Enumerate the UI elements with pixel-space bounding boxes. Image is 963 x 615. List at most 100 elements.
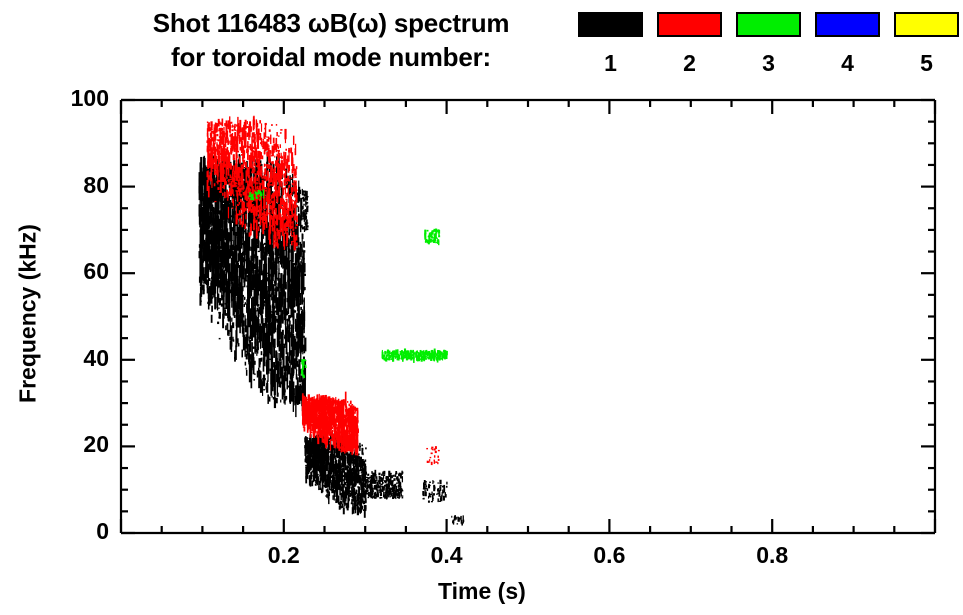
data-point	[329, 458, 332, 462]
data-point	[390, 472, 392, 475]
data-point	[329, 456, 332, 459]
data-point	[200, 231, 203, 241]
data-point	[257, 266, 259, 273]
data-point	[229, 336, 231, 341]
data-point	[334, 481, 337, 485]
data-point	[205, 177, 208, 179]
data-point	[254, 236, 257, 239]
data-point	[291, 222, 293, 224]
data-point	[292, 385, 295, 400]
data-point	[220, 303, 223, 307]
data-point	[236, 193, 239, 202]
data-point	[358, 475, 361, 484]
data-point	[263, 220, 266, 223]
data-point	[290, 290, 293, 294]
data-point	[363, 485, 366, 488]
data-point	[301, 243, 303, 249]
data-point	[306, 466, 309, 469]
data-point	[399, 485, 402, 489]
legend-item[interactable]: 5	[894, 12, 959, 75]
data-point	[377, 484, 380, 489]
data-point	[283, 200, 286, 204]
data-point	[241, 313, 244, 334]
data-point	[271, 145, 274, 157]
data-point	[292, 372, 295, 376]
data-point	[225, 267, 228, 286]
data-point	[349, 492, 352, 497]
data-point	[278, 230, 281, 232]
data-point	[305, 449, 308, 453]
data-point	[207, 251, 209, 275]
data-point	[240, 137, 243, 142]
data-point	[272, 215, 275, 237]
legend-item[interactable]: 2	[657, 12, 722, 75]
data-point	[259, 217, 262, 226]
data-point	[298, 292, 300, 294]
data-point	[318, 481, 320, 486]
data-point	[267, 299, 270, 304]
data-point	[278, 195, 281, 206]
data-point	[223, 132, 226, 135]
data-point	[212, 163, 215, 197]
data-point	[361, 507, 364, 510]
data-point	[277, 150, 280, 155]
data-point	[212, 159, 215, 165]
legend-item[interactable]: 4	[815, 12, 880, 75]
data-point	[325, 455, 328, 461]
data-point	[343, 461, 346, 463]
legend-item[interactable]: 3	[736, 12, 801, 75]
data-point	[228, 204, 231, 224]
data-point	[294, 274, 297, 297]
data-point	[276, 144, 279, 148]
data-point	[346, 451, 349, 464]
data-point	[342, 454, 345, 457]
data-point	[226, 238, 229, 246]
series-2	[206, 115, 440, 466]
legend-item[interactable]: 1	[578, 12, 643, 75]
data-point	[333, 463, 336, 471]
data-point	[356, 502, 359, 507]
data-point	[228, 152, 231, 166]
data-point	[260, 217, 263, 220]
data-point	[234, 266, 237, 276]
data-point	[220, 261, 222, 278]
data-point	[369, 476, 372, 479]
data-point	[256, 318, 259, 347]
data-point	[240, 289, 243, 305]
data-point	[368, 483, 371, 486]
data-point	[248, 126, 251, 138]
data-point	[217, 203, 220, 215]
data-point	[348, 453, 351, 457]
data-point	[204, 273, 207, 280]
data-point	[360, 468, 363, 471]
data-point	[252, 277, 255, 280]
data-point	[237, 286, 239, 308]
data-point	[301, 272, 303, 276]
data-point	[373, 496, 377, 499]
data-point	[298, 220, 300, 225]
data-point	[298, 189, 302, 194]
data-point	[198, 185, 201, 194]
data-point	[365, 487, 367, 490]
data-point	[248, 136, 250, 140]
data-point	[275, 271, 278, 280]
data-point	[236, 236, 239, 251]
data-point	[231, 274, 234, 282]
data-point	[388, 484, 391, 486]
data-point	[294, 262, 296, 266]
data-point	[330, 479, 332, 484]
data-point	[339, 484, 341, 496]
data-point	[266, 323, 268, 335]
data-point	[340, 493, 342, 501]
data-point	[295, 224, 297, 241]
data-point	[285, 356, 288, 371]
data-point	[209, 243, 211, 245]
data-point	[302, 271, 305, 282]
data-point	[396, 479, 399, 482]
data-point	[205, 279, 208, 286]
data-point	[292, 363, 294, 376]
data-point	[348, 479, 350, 490]
data-point	[437, 488, 439, 490]
data-point	[248, 145, 250, 149]
data-point	[396, 493, 399, 496]
